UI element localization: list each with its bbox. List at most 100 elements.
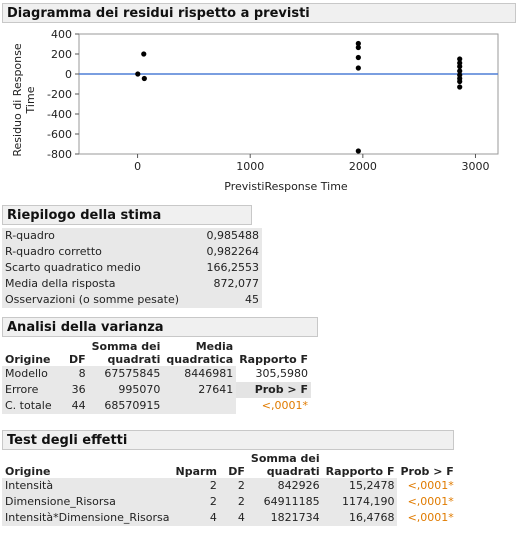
- y-axis-label: Time: [24, 86, 37, 114]
- col-df: DF: [228, 465, 245, 478]
- effect-nparm: 2: [172, 494, 220, 510]
- effect-f: 16,4768: [322, 510, 398, 526]
- anova-table: Origine DF Somma dei quadrati Media quadra…: [2, 340, 311, 414]
- col-ms: Media quadratica: [166, 340, 234, 366]
- fit-row-value: 45: [182, 292, 263, 308]
- fit-row-value: 0,982264: [182, 244, 263, 260]
- fit-row-label: R-quadro corretto: [2, 244, 183, 260]
- fit-row: Scarto quadratico medio 166,2553: [2, 260, 263, 276]
- fit-row-label: Media della risposta: [2, 276, 183, 292]
- y-tick-label: -600: [47, 128, 72, 141]
- residual-point: [457, 68, 463, 74]
- plot-frame: [78, 33, 499, 155]
- fit-row: R-quadro 0,985488: [2, 228, 263, 244]
- col-ss: Somma dei quadrati: [91, 340, 161, 366]
- y-tick-label: -200: [47, 88, 72, 101]
- col-f: Rapporto F: [325, 465, 395, 478]
- effect-df: 4: [219, 510, 248, 526]
- anova-prob-value: <,0001*: [261, 399, 308, 412]
- anova-df: 44: [54, 398, 89, 414]
- effect-p: <,0001*: [407, 511, 454, 524]
- col-f: Rapporto F: [239, 353, 308, 366]
- x-axis-label: PrevistiResponse Time: [224, 180, 348, 193]
- y-tick-label: -400: [47, 108, 72, 121]
- anova-ss: 67575845: [88, 366, 164, 382]
- col-nparm: Nparm: [175, 465, 217, 478]
- effect-ss: 64911185: [247, 494, 323, 510]
- effect-source: Intensità: [2, 478, 173, 494]
- effect-source: Intensità*Dimensione_Risorsa: [2, 510, 173, 526]
- anova-row: Modello 8 67575845 8446981 305,5980: [2, 366, 311, 382]
- anova-ms: 8446981: [163, 366, 237, 382]
- anova-header-row: Origine DF Somma dei quadrati Media quadra…: [2, 340, 311, 366]
- residual-point: [355, 65, 361, 71]
- anova-df: 36: [54, 382, 89, 398]
- residual-point: [141, 75, 147, 82]
- y-tick-label: 400: [51, 28, 72, 41]
- fit-row-label: Osservazioni (o somme pesate): [2, 292, 183, 308]
- anova-ss: 68570915: [88, 398, 164, 414]
- effect-p: <,0001*: [407, 479, 454, 492]
- col-df: DF: [68, 353, 86, 366]
- anova-row: C. totale 44 68570915 <,0001*: [2, 398, 311, 414]
- residual-point: [355, 44, 361, 51]
- fit-summary-header[interactable]: Riepilogo della stima: [2, 205, 252, 225]
- effects-row: Intensità*Dimensione_Risorsa 4 4 1821734 16,…: [2, 510, 457, 526]
- residual-point: [457, 63, 463, 70]
- x-tick-label: 3000: [461, 160, 489, 173]
- effect-f: 1174,190: [322, 494, 398, 510]
- residual-point: [457, 78, 463, 85]
- residual-point: [135, 71, 141, 77]
- effect-source: Dimensione_Risorsa: [2, 494, 173, 510]
- y-tick-label: -800: [47, 148, 72, 161]
- residual-point: [457, 56, 463, 62]
- fit-row: Media della risposta 872,077: [2, 276, 263, 292]
- effects-header[interactable]: Test degli effetti: [2, 430, 454, 450]
- effects-row: Intensità 2 2 842926 15,2478 <,0001*: [2, 478, 457, 494]
- effects-table: Origine Nparm DF Somma dei quadrati Rappo…: [2, 452, 457, 526]
- x-tick-label: 0: [134, 160, 141, 173]
- effect-p: <,0001*: [407, 495, 454, 508]
- anova-header[interactable]: Analisi della varianza: [2, 317, 318, 337]
- effects-row: Dimensione_Risorsa 2 2 64911185 1174,190 <,00…: [2, 494, 457, 510]
- fit-row: R-quadro corretto 0,982264: [2, 244, 263, 260]
- y-tick-label: 0: [65, 68, 72, 81]
- anova-source: C. totale: [2, 398, 55, 414]
- fit-row-value: 872,077: [182, 276, 263, 292]
- residual-point: [457, 84, 463, 90]
- effect-df: 2: [219, 478, 248, 494]
- anova-f: 305,5980: [255, 367, 309, 380]
- y-tick-label: 200: [51, 48, 72, 61]
- anova-source: Errore: [2, 382, 55, 398]
- effects-header-row: Origine Nparm DF Somma dei quadrati Rappo…: [2, 452, 457, 478]
- anova-ms: 27641: [163, 382, 237, 398]
- col-ss: Somma dei quadrati: [250, 452, 320, 478]
- anova-source: Modello: [2, 366, 55, 382]
- residual-plot-header[interactable]: Diagramma dei residui rispetto a previst…: [2, 3, 516, 23]
- y-axis-label: Residuo di Response: [11, 43, 24, 156]
- anova-prob-label: Prob > F: [236, 382, 311, 398]
- fit-row-value: 0,985488: [182, 228, 263, 244]
- col-source: Origine: [5, 465, 51, 478]
- col-source: Origine: [5, 353, 51, 366]
- residual-plot: Residuo di Response Time 4002000-200-400…: [11, 28, 499, 193]
- fit-row-value: 166,2553: [182, 260, 263, 276]
- residual-point: [141, 51, 147, 57]
- residual-point: [355, 148, 361, 154]
- effect-nparm: 2: [172, 478, 220, 494]
- residual-point: [355, 40, 361, 47]
- effect-ss: 842926: [247, 478, 323, 494]
- fit-row-label: R-quadro: [2, 228, 183, 244]
- fit-row-label: Scarto quadratico medio: [2, 260, 183, 276]
- effect-nparm: 4: [172, 510, 220, 526]
- anova-row: Errore 36 995070 27641 Prob > F: [2, 382, 311, 398]
- anova-df: 8: [54, 366, 89, 382]
- fit-row: Osservazioni (o somme pesate) 45: [2, 292, 263, 308]
- col-p: Prob > F: [400, 465, 454, 478]
- fit-summary-table: R-quadro 0,985488 R-quadro corretto 0,98226…: [2, 228, 263, 308]
- effect-f: 15,2478: [322, 478, 398, 494]
- effect-ss: 1821734: [247, 510, 323, 526]
- x-tick-label: 2000: [349, 160, 377, 173]
- residual-point: [355, 54, 361, 61]
- anova-ms: [163, 398, 237, 414]
